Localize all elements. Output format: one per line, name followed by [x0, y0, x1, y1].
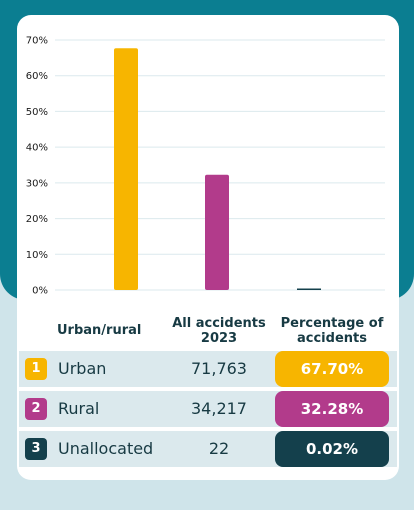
- header-percentage: Percentage of accidents: [275, 316, 389, 346]
- table-row-rural: 2 Rural 34,217 32.28%: [17, 391, 399, 427]
- header-all-accidents-line1: All accidents: [172, 316, 266, 331]
- row-count: 22: [208, 439, 230, 458]
- y-tick-label: 50%: [26, 107, 48, 118]
- y-tick-label: 0%: [32, 286, 48, 297]
- y-tick-label: 70%: [26, 36, 48, 47]
- row-label: Unallocated: [58, 439, 154, 458]
- header-percentage-line2: accidents: [297, 331, 367, 346]
- rank-badge: 1: [25, 358, 47, 380]
- rank-badge: 3: [25, 438, 47, 460]
- row-count: 34,217: [191, 399, 247, 418]
- y-tick-label: 20%: [26, 214, 48, 225]
- bar-chart: 0% 10% 20% 30% 40% 50% 60% 70%: [26, 36, 385, 297]
- table-row-urban: 1 Urban 71,763 67.70%: [17, 351, 399, 387]
- header-all-accidents-line2: 2023: [200, 331, 238, 346]
- percent-pill: 67.70%: [275, 351, 389, 387]
- bar-unallocated: [297, 288, 321, 290]
- table-row-unallocated: 3 Unallocated 22 0.02%: [17, 431, 399, 467]
- header-urban-rural: Urban/rural: [57, 323, 142, 338]
- y-tick-label: 10%: [26, 250, 48, 261]
- row-label: Urban: [58, 359, 107, 378]
- bar-urban: [114, 48, 138, 290]
- row-count: 71,763: [191, 359, 247, 378]
- header-all-accidents: All accidents 2023: [165, 316, 273, 346]
- row-label: Rural: [58, 399, 100, 418]
- chart-card: 0% 10% 20% 30% 40% 50% 60% 70% Urban/rural All …: [17, 15, 399, 480]
- y-tick-label: 40%: [26, 143, 48, 154]
- percent-pill: 0.02%: [275, 431, 389, 467]
- percent-pill: 32.28%: [275, 391, 389, 427]
- header-percentage-line1: Percentage of: [280, 316, 384, 331]
- bar-rural: [205, 174, 229, 290]
- rank-badge: 2: [25, 398, 47, 420]
- table-header: Urban/rural All accidents 2023 Percentag…: [17, 315, 399, 363]
- y-tick-label: 30%: [26, 178, 48, 189]
- y-tick-label: 60%: [26, 71, 48, 82]
